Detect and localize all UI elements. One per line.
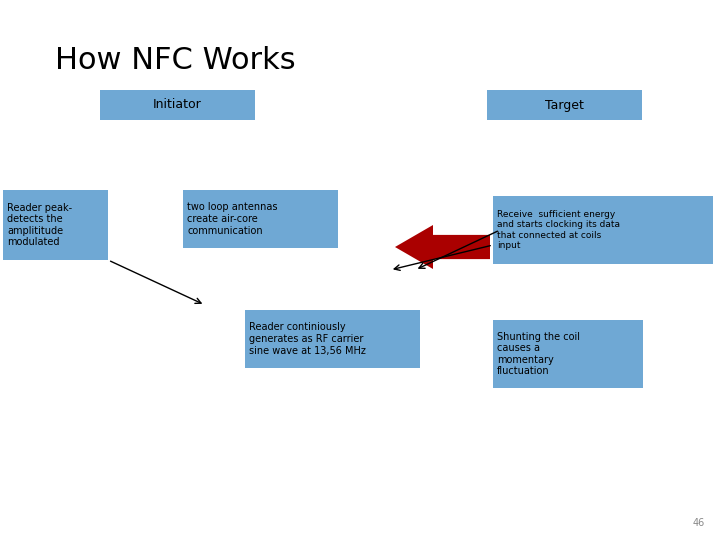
FancyBboxPatch shape <box>3 190 108 260</box>
FancyBboxPatch shape <box>245 310 420 368</box>
FancyBboxPatch shape <box>183 190 338 248</box>
Text: Reader continiously
generates as RF carrier
sine wave at 13,56 MHz: Reader continiously generates as RF carr… <box>249 322 366 356</box>
Text: Target: Target <box>545 98 584 111</box>
Text: Reader peak-
detects the
amplititude
modulated: Reader peak- detects the amplititude mod… <box>7 202 72 247</box>
Text: Initiator: Initiator <box>153 98 202 111</box>
FancyBboxPatch shape <box>100 90 255 120</box>
Text: two loop antennas
create air-core
communication: two loop antennas create air-core commun… <box>187 202 277 235</box>
Text: Shunting the coil
causes a
momentary
fluctuation: Shunting the coil causes a momentary flu… <box>497 332 580 376</box>
Text: 46: 46 <box>693 518 705 528</box>
Text: How NFC Works: How NFC Works <box>55 46 296 75</box>
FancyBboxPatch shape <box>493 320 643 388</box>
FancyBboxPatch shape <box>487 90 642 120</box>
FancyBboxPatch shape <box>493 196 713 264</box>
Text: Receive  sufficient energy
and starts clocking its data
that connected at coils
: Receive sufficient energy and starts clo… <box>497 210 620 250</box>
FancyArrow shape <box>395 225 490 269</box>
